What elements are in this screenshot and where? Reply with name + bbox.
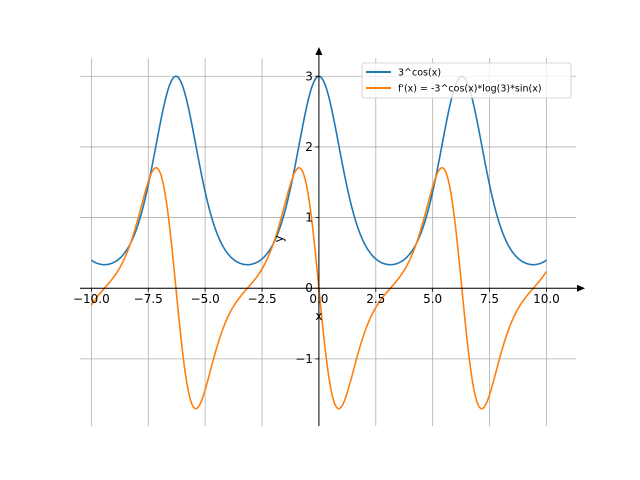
ticks: −10.0 −7.5 −5.0 −2.5 0.0 2.5 5.0 7.5 10.0 −1 0 1 2 3 bbox=[73, 69, 560, 366]
x-tick-label: −2.5 bbox=[247, 292, 276, 306]
legend-entry-series-1: f'(x) = -3^cos(x)*log(3)*sin(x) bbox=[398, 84, 542, 95]
legend-entry-series-0: 3^cos(x) bbox=[398, 68, 441, 79]
y-tick-label: 2 bbox=[305, 140, 313, 154]
y-tick-label: 3 bbox=[305, 69, 313, 83]
legend-box bbox=[361, 62, 572, 99]
x-tick-label: −7.5 bbox=[134, 292, 163, 306]
x-tick-label: −5.0 bbox=[191, 292, 220, 306]
x-tick-label: 10.0 bbox=[533, 292, 560, 306]
x-tick-label: −10.0 bbox=[73, 292, 110, 306]
y-axis-arrow bbox=[315, 47, 323, 55]
x-tick-label: 2.5 bbox=[366, 292, 385, 306]
y-tick-label: 0 bbox=[305, 281, 313, 295]
x-tick-label: 7.5 bbox=[480, 292, 499, 306]
x-tick-label: 0.0 bbox=[309, 292, 328, 306]
y-axis-label: y bbox=[272, 235, 286, 242]
y-tick-label: 1 bbox=[305, 211, 313, 225]
x-tick-label: 5.0 bbox=[423, 292, 442, 306]
axes bbox=[80, 47, 585, 426]
legend: 3^cos(x) f'(x) = -3^cos(x)*log(3)*sin(x) bbox=[361, 62, 572, 99]
y-tick-label: −1 bbox=[295, 352, 313, 366]
x-axis-label: x bbox=[315, 309, 322, 323]
x-axis-arrow bbox=[577, 284, 585, 292]
